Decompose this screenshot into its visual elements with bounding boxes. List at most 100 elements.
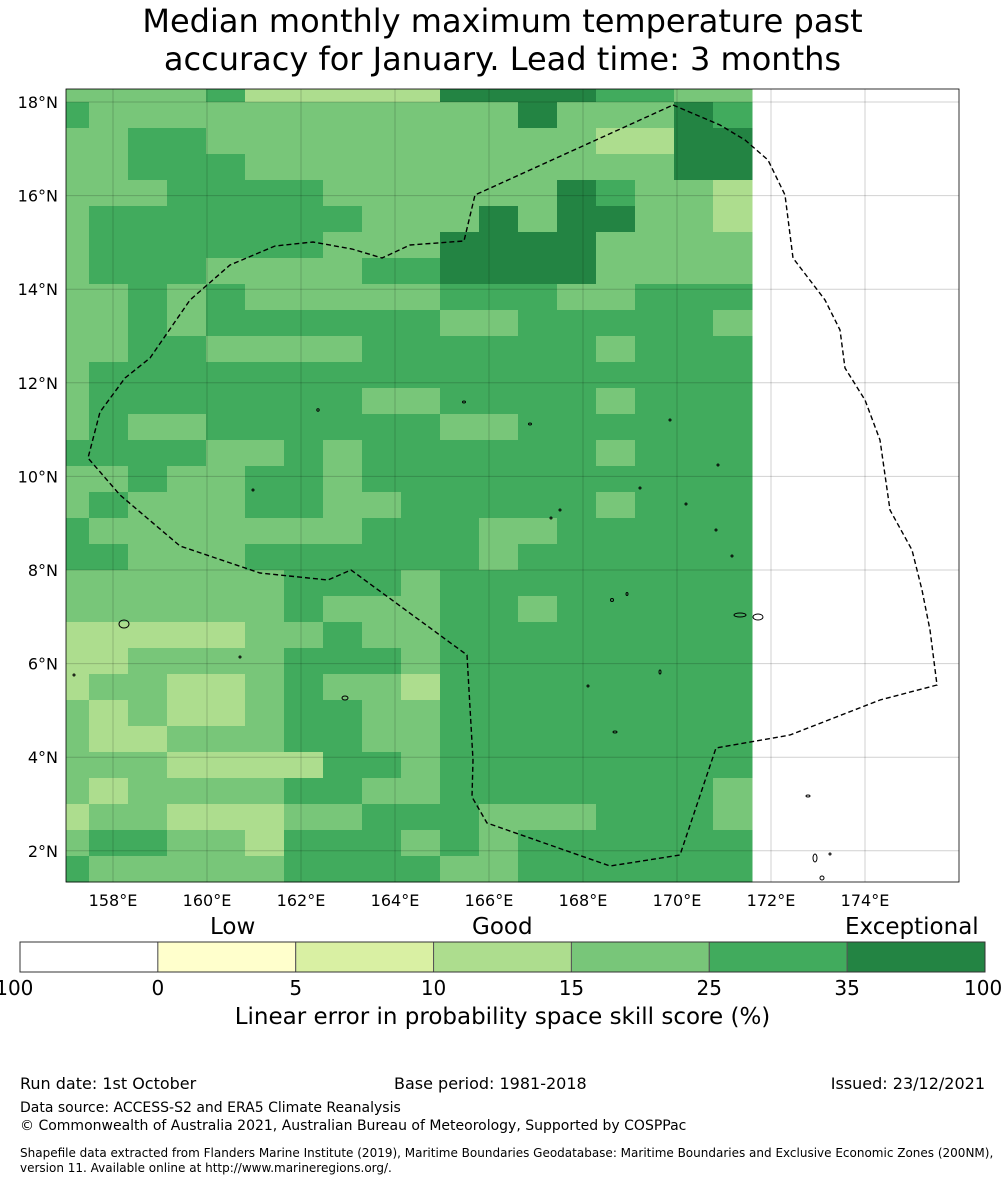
grid-cell <box>89 336 129 363</box>
grid-cell <box>284 440 324 467</box>
grid-cell <box>66 466 90 493</box>
longitude-label: 172°E <box>747 891 796 910</box>
grid-cell <box>440 310 480 337</box>
grid-cell <box>401 492 441 519</box>
grid-cell <box>440 570 480 597</box>
grid-cell <box>557 440 597 467</box>
longitude-label: 160°E <box>183 891 232 910</box>
longitude-label: 168°E <box>559 891 608 910</box>
grid-cell <box>323 622 363 649</box>
grid-cell <box>284 700 324 727</box>
island-outline <box>625 592 629 596</box>
eez-boundary-line <box>87 104 938 867</box>
grid-cell <box>713 232 753 259</box>
grid-cell <box>596 310 636 337</box>
island-outline <box>612 730 618 734</box>
grid-cell <box>89 258 129 285</box>
grid-cell <box>635 284 675 311</box>
grid-cell <box>479 102 519 129</box>
grid-cell <box>401 674 441 701</box>
grid-cell <box>518 232 558 259</box>
grid-cell <box>89 830 129 857</box>
grid-cell <box>167 778 207 805</box>
grid-cell <box>674 310 714 337</box>
grid-cell <box>323 700 363 727</box>
grid-cell <box>518 206 558 233</box>
grid-cell <box>674 778 714 805</box>
grid-cell <box>518 310 558 337</box>
grid-cell <box>713 388 753 415</box>
grid-cell <box>713 596 753 623</box>
longitude-labels: 158°E 160°E 162°E 164°E 166°E 168°E 170°E 172°E… <box>89 891 890 910</box>
grid-cell <box>440 232 480 259</box>
grid-cell <box>674 804 714 831</box>
grid-cell <box>596 752 636 779</box>
grid-cell <box>89 804 129 831</box>
longitude-label: 158°E <box>89 891 138 910</box>
island-outline <box>549 516 553 520</box>
grid-cell <box>557 778 597 805</box>
grid-cell <box>66 206 90 233</box>
grid-cell <box>674 856 714 883</box>
colorbar-tick-label: -100 <box>0 976 34 1000</box>
grid-cell <box>401 700 441 727</box>
grid-cell <box>323 752 363 779</box>
grid-cell <box>557 570 597 597</box>
grid-cell <box>674 180 714 207</box>
colorbar-tick-label: 10 <box>420 976 447 1000</box>
grid-cell <box>635 128 675 155</box>
grid-cell <box>557 180 597 207</box>
grid-cell <box>596 180 636 207</box>
colorbar-segment <box>295 941 435 973</box>
grid-cell <box>362 180 402 207</box>
grid-cell <box>362 804 402 831</box>
grid-cell <box>167 804 207 831</box>
grid-cell <box>362 466 402 493</box>
latitude-label: 12°N <box>18 374 58 393</box>
grid-cell <box>674 544 714 571</box>
grid-cell <box>713 466 753 493</box>
grid-cell <box>674 648 714 675</box>
grid-cell <box>284 674 324 701</box>
grid-cell <box>401 180 441 207</box>
grid-cell <box>167 206 207 233</box>
grid-cell <box>128 258 168 285</box>
grid-cell <box>557 388 597 415</box>
grid-cell <box>440 492 480 519</box>
grid-cell <box>66 154 90 181</box>
grid-cell <box>66 752 90 779</box>
grid-cell <box>674 414 714 441</box>
grid-cell <box>479 89 519 103</box>
grid-cell <box>323 154 363 181</box>
grid-cell <box>284 856 324 883</box>
grid-cell <box>245 154 285 181</box>
grid-cell <box>713 856 753 883</box>
grid-cell <box>89 856 129 883</box>
grid-cell <box>167 362 207 389</box>
grid-cell <box>284 466 324 493</box>
grid-cell <box>284 492 324 519</box>
grid-cell <box>206 128 246 155</box>
grid-cell <box>128 206 168 233</box>
category-good: Good <box>472 914 533 940</box>
grid-cell <box>440 830 480 857</box>
grid-cell <box>674 284 714 311</box>
grid-cell <box>674 492 714 519</box>
grid-cell <box>167 284 207 311</box>
island-outline <box>752 613 764 621</box>
grid-cell <box>713 700 753 727</box>
grid-cell <box>596 804 636 831</box>
grid-cell <box>596 232 636 259</box>
grid-cell <box>362 648 402 675</box>
grid-cell <box>167 648 207 675</box>
island-outline <box>730 554 734 558</box>
grid-cell <box>635 492 675 519</box>
grid-cell <box>128 180 168 207</box>
grid-cell <box>245 414 285 441</box>
longitude-label: 170°E <box>653 891 702 910</box>
grid-cell <box>206 414 246 441</box>
grid-cell <box>596 570 636 597</box>
grid-cell <box>284 232 324 259</box>
grid-cell <box>167 232 207 259</box>
grid-cell <box>557 128 597 155</box>
